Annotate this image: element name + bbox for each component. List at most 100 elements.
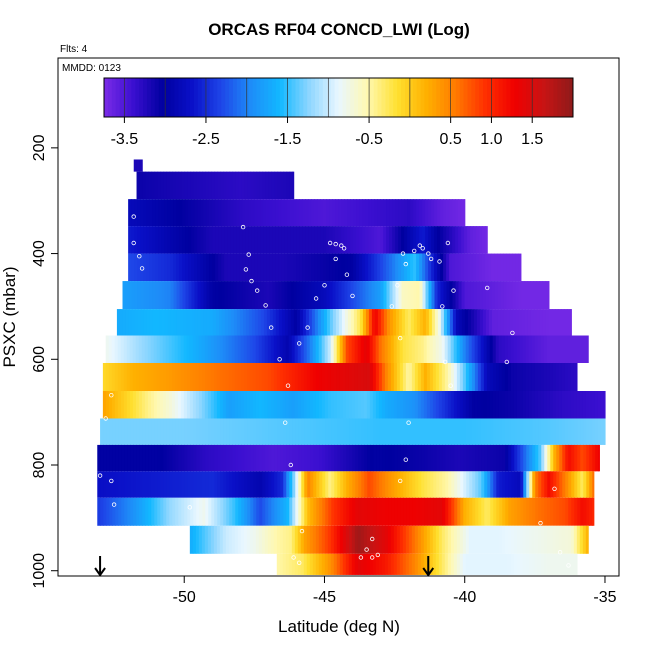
heatmap-cell bbox=[164, 309, 169, 336]
heatmap-cell bbox=[183, 362, 188, 391]
heatmap-band bbox=[122, 281, 550, 310]
heatmap-cell bbox=[558, 335, 563, 363]
heatmap-cell bbox=[197, 309, 202, 336]
heatmap-cell bbox=[372, 335, 377, 363]
heatmap-cell bbox=[246, 525, 251, 554]
heatmap-cell bbox=[162, 391, 167, 419]
heatmap-cell bbox=[210, 391, 215, 419]
heatmap-cell bbox=[160, 418, 164, 445]
heatmap-cell bbox=[423, 525, 428, 554]
heatmap-cell bbox=[407, 281, 412, 310]
heatmap-cell bbox=[428, 281, 433, 310]
heatmap-cell bbox=[485, 253, 489, 282]
heatmap-cell bbox=[579, 525, 584, 554]
heatmap-cell bbox=[481, 444, 485, 472]
heatmap-cell bbox=[213, 391, 218, 419]
heatmap-cell bbox=[138, 362, 143, 391]
heatmap-cell bbox=[521, 281, 526, 310]
heatmap-cell bbox=[449, 281, 454, 310]
heatmap-cell bbox=[351, 553, 356, 575]
flight-track-point bbox=[103, 416, 108, 421]
heatmap-cell bbox=[388, 418, 392, 445]
heatmap-cell bbox=[528, 553, 533, 575]
heatmap-cell bbox=[537, 335, 542, 363]
heatmap-cell bbox=[538, 418, 542, 445]
colorbar-cell bbox=[502, 78, 508, 117]
heatmap-cell bbox=[341, 253, 345, 282]
colorbar-cell bbox=[256, 78, 261, 117]
heatmap-cell bbox=[368, 226, 372, 254]
heatmap-cell bbox=[359, 253, 363, 282]
flight-track-point bbox=[246, 252, 251, 257]
heatmap-cell bbox=[387, 525, 392, 554]
heatmap-cell bbox=[127, 471, 131, 498]
colorbar-cell bbox=[127, 78, 132, 117]
heatmap-cell bbox=[262, 171, 267, 200]
heatmap-cell bbox=[492, 391, 497, 419]
heatmap-cell bbox=[571, 497, 575, 526]
heatmap-cell bbox=[501, 553, 506, 575]
heatmap-cell bbox=[457, 418, 461, 445]
heatmap-cell bbox=[547, 444, 551, 472]
heatmap-cell bbox=[576, 362, 578, 391]
heatmap-cell bbox=[356, 281, 361, 310]
heatmap-cell bbox=[511, 497, 515, 526]
heatmap-cell bbox=[203, 253, 207, 282]
heatmap-cell bbox=[124, 418, 128, 445]
heatmap-cell bbox=[173, 199, 177, 227]
heatmap-cell bbox=[118, 471, 122, 498]
heatmap-cell bbox=[526, 444, 530, 472]
heatmap-cell bbox=[510, 362, 515, 391]
heatmap-cell bbox=[143, 199, 147, 227]
heatmap-cell bbox=[259, 497, 263, 526]
heatmap-cell bbox=[485, 281, 490, 310]
heatmap-cell bbox=[199, 497, 203, 526]
heatmap-cell bbox=[430, 497, 434, 526]
heatmap-cell bbox=[522, 362, 527, 391]
colorbar-cell bbox=[217, 78, 222, 117]
colorbar-cell bbox=[358, 78, 363, 117]
heatmap-cell bbox=[305, 199, 309, 227]
heatmap-cell bbox=[373, 497, 377, 526]
heatmap-cell bbox=[193, 171, 198, 200]
heatmap-cell bbox=[173, 281, 178, 310]
heatmap-cell bbox=[260, 253, 264, 282]
heatmap-cell bbox=[209, 199, 213, 227]
heatmap-cell bbox=[455, 281, 460, 310]
heatmap-cell bbox=[350, 226, 354, 254]
heatmap-cell bbox=[309, 335, 314, 363]
heatmap-cell bbox=[490, 497, 494, 526]
heatmap-cell bbox=[235, 418, 239, 445]
heatmap-cell bbox=[373, 418, 377, 445]
heatmap-cell bbox=[328, 497, 332, 526]
heatmap-cell bbox=[335, 199, 339, 227]
heatmap-cell bbox=[161, 199, 165, 227]
heatmap-cell bbox=[442, 418, 446, 445]
heatmap-cell bbox=[322, 471, 326, 498]
heatmap-cell bbox=[180, 362, 185, 391]
heatmap-cell bbox=[155, 226, 159, 254]
heatmap-cell bbox=[424, 471, 428, 498]
point-layer bbox=[97, 162, 571, 568]
flight-track-point bbox=[400, 251, 406, 256]
heatmap-cell bbox=[435, 335, 440, 363]
heatmap-cell bbox=[403, 418, 407, 445]
heatmap-cell bbox=[299, 309, 304, 336]
heatmap-cell bbox=[427, 497, 431, 526]
heatmap-cell bbox=[239, 199, 243, 227]
heatmap-cell bbox=[538, 471, 542, 498]
heatmap-cell bbox=[586, 444, 590, 472]
heatmap-cell bbox=[409, 497, 413, 526]
heatmap-cell bbox=[412, 418, 416, 445]
colorbar-tick-label: 0.5 bbox=[440, 131, 462, 148]
y-tick-label: 600 bbox=[31, 346, 48, 373]
heatmap-cell bbox=[259, 171, 264, 200]
heatmap-cell bbox=[537, 553, 542, 575]
heatmap-cell bbox=[426, 391, 431, 419]
heatmap-cell bbox=[257, 281, 262, 310]
heatmap-cell bbox=[469, 471, 473, 498]
heatmap-cell bbox=[381, 553, 386, 575]
heatmap-cell bbox=[393, 335, 398, 363]
heatmap-cell bbox=[283, 471, 287, 498]
heatmap-cell bbox=[139, 159, 143, 172]
